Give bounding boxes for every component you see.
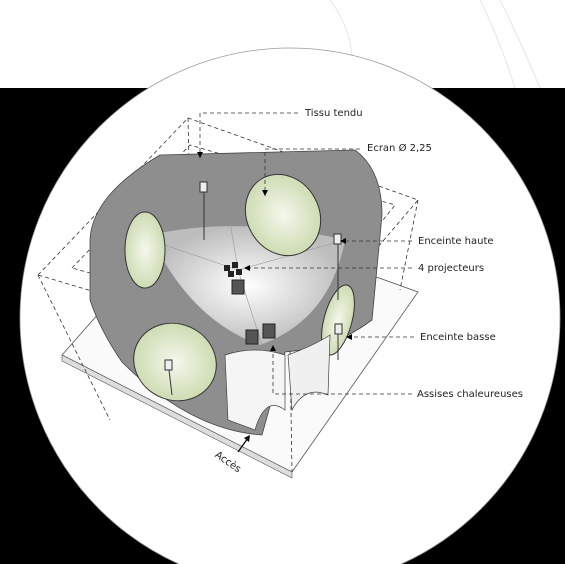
projector-stand xyxy=(231,279,245,295)
projectors xyxy=(224,262,242,277)
screen xyxy=(124,211,166,289)
label-enceinte-haute: Enceinte haute xyxy=(418,236,494,247)
screen xyxy=(133,322,217,402)
speaker xyxy=(262,323,276,339)
screen xyxy=(244,173,322,257)
access-arrowhead xyxy=(244,435,250,442)
leader-lines xyxy=(199,112,414,395)
label-tissu: Tissu tendu xyxy=(304,108,363,119)
light-cone xyxy=(150,226,345,345)
seat-panel xyxy=(287,334,331,412)
seat-panel xyxy=(224,349,286,431)
speaker xyxy=(245,329,259,345)
label-assises: Assises chaleureuses xyxy=(417,389,523,400)
speaker-poles xyxy=(164,181,343,396)
arrowheads xyxy=(197,152,352,351)
access-arrow xyxy=(237,437,249,453)
label-enceinte-basse: Enceinte basse xyxy=(420,332,496,343)
label-projecteurs: 4 projecteurs xyxy=(418,263,484,274)
label-ecran: Ecran Ø 2,25 xyxy=(367,142,432,154)
floor-edge xyxy=(61,354,293,479)
